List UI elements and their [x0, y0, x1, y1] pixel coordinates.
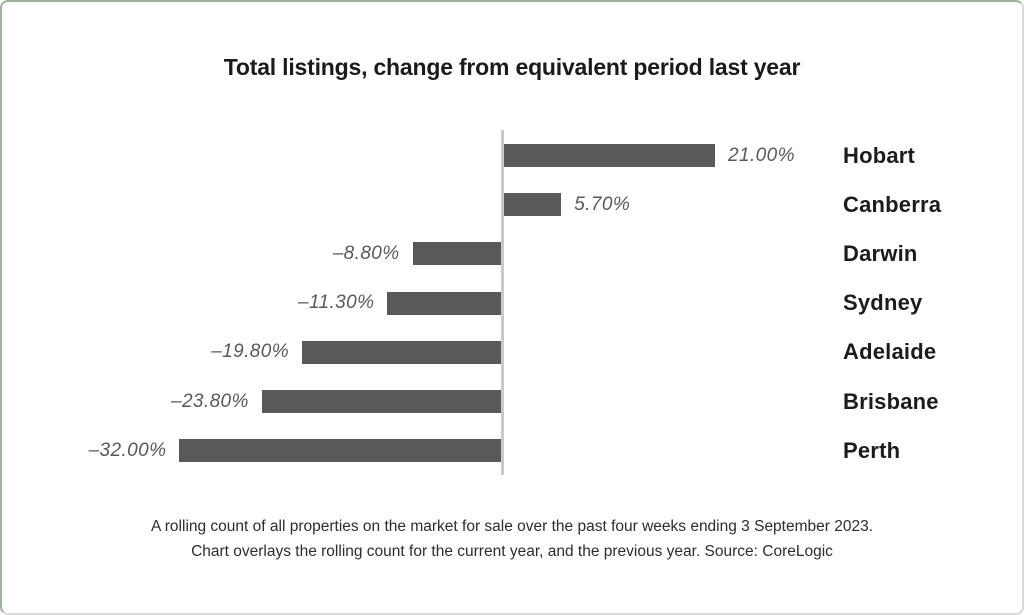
zero-axis-line: [501, 130, 504, 475]
value-label-sydney: –11.30%: [298, 292, 375, 314]
category-label-hobart: Hobart: [843, 142, 916, 168]
bar-adelaide: [302, 340, 501, 364]
category-label-sydney: Sydney: [843, 290, 923, 316]
bar-sydney: [387, 291, 501, 315]
value-label-perth: –32.00%: [88, 439, 167, 461]
value-label-hobart: 21.00%: [728, 144, 795, 166]
category-label-canberra: Canberra: [843, 191, 942, 217]
footnote: A rolling count of all properties on the…: [2, 514, 1022, 564]
bar-darwin: [412, 242, 501, 266]
bar-canberra: [504, 193, 562, 217]
bar-brisbane: [261, 390, 501, 413]
bar-perth: [179, 439, 501, 463]
category-label-perth: Perth: [843, 437, 901, 463]
footnote-line-2: Chart overlays the rolling count for the…: [191, 543, 833, 560]
value-label-darwin: –8.80%: [332, 242, 400, 264]
category-label-brisbane: Brisbane: [843, 388, 939, 414]
category-label-darwin: Darwin: [843, 240, 918, 266]
bar-hobart: [504, 144, 716, 167]
footnote-line-1: A rolling count of all properties on the…: [150, 518, 874, 535]
value-label-brisbane: –23.80%: [170, 390, 249, 412]
value-label-canberra: 5.70%: [574, 193, 631, 215]
chart-title: Total listings, change from equivalent p…: [223, 54, 801, 80]
value-label-adelaide: –19.80%: [211, 341, 289, 363]
category-label-adelaide: Adelaide: [843, 339, 937, 365]
